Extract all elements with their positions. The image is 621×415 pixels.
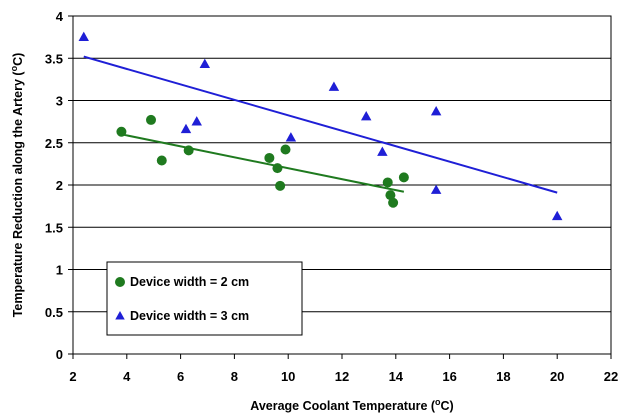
data-point-3cm (180, 123, 192, 134)
data-point-2cm (156, 155, 167, 166)
legend-label-2cm: Device width = 2 cm (130, 275, 249, 289)
y-axis-ticks: 0 0.5 1 1.5 2 2.5 3 3.5 4 (45, 9, 73, 362)
y-axis-title-text: Temperature Reduction along the Artery ( (11, 71, 25, 318)
x-axis-title: Average Coolant Temperature (oC) (250, 397, 453, 413)
y-tick-label: 4 (56, 9, 64, 24)
x-tick-label: 8 (231, 369, 238, 384)
y-tick-label: 1.5 (45, 220, 63, 235)
x-tick-label: 20 (550, 369, 564, 384)
data-point-2cm (183, 145, 194, 156)
legend-label-3cm: Device width = 3 cm (130, 309, 249, 323)
x-tick-label: 22 (604, 369, 618, 384)
x-axis-title-superscript: o (435, 397, 441, 407)
trendline-2cm (121, 133, 405, 193)
data-point-2cm (264, 152, 275, 163)
data-point-2cm (382, 177, 393, 188)
data-point-3cm (191, 116, 202, 126)
data-point-3cm (551, 210, 563, 221)
y-tick-label: 3 (56, 94, 63, 109)
x-tick-label: 2 (69, 369, 76, 384)
y-tick-label: 3.5 (45, 51, 63, 66)
trendlines (83, 55, 558, 194)
y-tick-label: 2.5 (45, 136, 63, 151)
data-point-2cm (116, 126, 127, 137)
y-tick-label: 0 (56, 347, 63, 362)
y-axis-title-superscript: o (9, 65, 19, 71)
data-point-2cm (272, 163, 283, 174)
y-axis-title-unit: C) (11, 53, 25, 66)
data-point-2cm (280, 144, 291, 155)
legend-box (106, 261, 303, 336)
x-tick-label: 18 (496, 369, 510, 384)
data-point-2cm (275, 180, 286, 191)
data-point-2cm (385, 190, 396, 201)
x-tick-label: 12 (335, 369, 349, 384)
x-tick-label: 14 (389, 369, 404, 384)
legend-marker-3cm (115, 311, 125, 320)
y-tick-label: 0.5 (45, 305, 63, 320)
data-point-2cm (398, 172, 409, 183)
y-tick-label: 1 (56, 263, 63, 278)
data-point-2cm (146, 114, 157, 125)
trendline-3cm (83, 55, 558, 194)
data-point-3cm (377, 146, 388, 156)
y-tick-label: 2 (56, 178, 63, 193)
data-point-3cm (285, 132, 297, 142)
x-axis-ticks: 2 4 6 8 10 12 14 16 18 20 22 (69, 354, 618, 384)
data-points (78, 31, 563, 221)
data-point-3cm (430, 105, 442, 116)
x-axis-title-text: Average Coolant Temperature ( (250, 399, 436, 413)
data-point-3cm (328, 81, 340, 91)
legend: Device width = 2 cm Device width = 3 cm (106, 261, 303, 336)
x-axis-title-unit: C) (441, 399, 454, 413)
data-point-3cm (78, 31, 89, 41)
x-tick-label: 6 (177, 369, 184, 384)
legend-marker-2cm (115, 277, 125, 287)
x-tick-label: 10 (281, 369, 295, 384)
x-tick-label: 16 (442, 369, 456, 384)
data-point-2cm (388, 197, 399, 208)
data-point-3cm (430, 184, 442, 194)
data-point-3cm (360, 111, 372, 121)
x-tick-label: 4 (123, 369, 131, 384)
y-axis-title: Temperature Reduction along the Artery (… (9, 53, 25, 318)
data-point-3cm (199, 58, 211, 69)
